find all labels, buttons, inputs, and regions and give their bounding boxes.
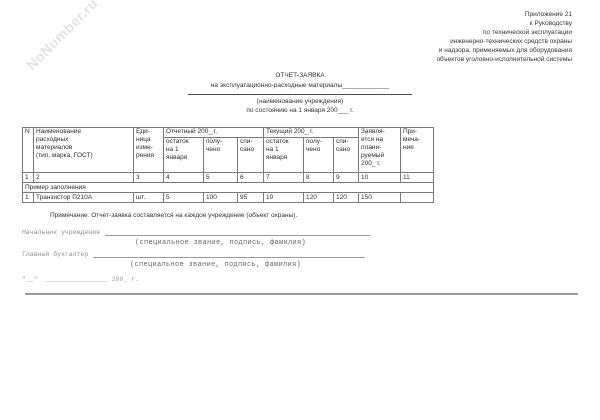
cell-current-balance: 10 bbox=[263, 192, 304, 203]
cell-material-name: Транзистор П210А bbox=[33, 192, 134, 203]
example-section-label: Пример заполнения bbox=[22, 182, 434, 193]
date-placeholder-line: "__" ________________ 200_ г. bbox=[22, 276, 140, 283]
column-numbers-row: 1 2 3 4 5 6 7 8 9 10 11 bbox=[22, 172, 434, 183]
doc-title: ОТЧЕТ-ЗАЯВКА bbox=[275, 72, 325, 79]
col-header-balance: остаток на 1 января bbox=[263, 137, 304, 173]
appendix-line: объектов уголовно-исполнительной системы bbox=[436, 56, 572, 63]
column-number: 10 bbox=[358, 172, 401, 183]
column-number: 5 bbox=[203, 172, 238, 183]
col-header-n: N bbox=[22, 127, 34, 173]
watermark: NoNumber.ru bbox=[23, 0, 101, 73]
appendix-line: к Руководству bbox=[529, 20, 572, 27]
cell-note bbox=[400, 192, 434, 203]
column-number: 3 bbox=[133, 172, 164, 183]
director-signature-row: Начальник учреждения bbox=[22, 229, 370, 236]
org-name-line bbox=[188, 94, 412, 95]
col-header-current-year: Текущий 200_ г. bbox=[263, 127, 359, 138]
director-signature-caption: (специальное звание, подпись, фамилия) bbox=[135, 239, 307, 247]
col-header-report-year: Отчетный 200_ г. bbox=[163, 127, 264, 138]
col-header-written-off: спи- сано bbox=[333, 137, 359, 173]
page-divider bbox=[25, 293, 578, 295]
cell-row-number: 1 bbox=[22, 192, 34, 203]
table-row: 1 Транзистор П210А шт. 5 100 95 10 120 1… bbox=[22, 192, 434, 203]
doc-subtitle: на эксплуатационно-расходные материалы__… bbox=[210, 82, 390, 89]
materials-table: N Наименование расходных материалов (тип… bbox=[22, 127, 434, 203]
appendix-line: инженерно-технических средств охраны bbox=[450, 38, 572, 45]
director-signature-label: Начальник учреждения bbox=[22, 229, 101, 236]
appendix-line: и надзора, применяемых для оборудования bbox=[438, 47, 572, 54]
cell-report-balance: 5 bbox=[163, 192, 204, 203]
note-line: Примечание. Отчет-заявка составляется на… bbox=[50, 212, 298, 219]
accountant-signature-blank bbox=[93, 251, 365, 258]
col-header-received: полу- чено bbox=[303, 137, 334, 173]
col-header-balance: остаток на 1 января bbox=[163, 137, 204, 173]
appendix-line: Приложение 21 bbox=[524, 11, 572, 18]
col-header-written-off: спи- сано bbox=[237, 137, 264, 173]
cell-current-received: 120 bbox=[303, 192, 334, 203]
cell-report-received: 100 bbox=[203, 192, 238, 203]
column-number: 6 bbox=[237, 172, 264, 183]
cell-unit: шт. bbox=[133, 192, 164, 203]
column-number: 8 bbox=[303, 172, 334, 183]
column-number: 4 bbox=[163, 172, 204, 183]
cell-current-written-off: 120 bbox=[333, 192, 359, 203]
column-number: 2 bbox=[33, 172, 134, 183]
col-header-unit: Еди- ница изме- рения bbox=[133, 127, 164, 173]
accountant-signature-label: Главный бухгалтер bbox=[22, 251, 89, 258]
cell-report-written-off: 95 bbox=[237, 192, 264, 203]
column-number: 1 bbox=[22, 172, 34, 183]
appendix-line: по технической эксплуатации bbox=[483, 29, 572, 36]
col-header-received: полу- чено bbox=[203, 137, 238, 173]
cell-requested: 150 bbox=[358, 192, 401, 203]
as-of-date-line: по состоянию на 1 января 200___ г. bbox=[246, 107, 354, 114]
title-block: ОТЧЕТ-ЗАЯВКА на эксплуатационно-расходны… bbox=[90, 71, 510, 115]
col-header-requested: Заявля- ется на плани- руемый 200_ г. bbox=[358, 127, 401, 173]
column-number: 7 bbox=[263, 172, 304, 183]
accountant-signature-caption: (специальное звание, подпись, фамилия) bbox=[130, 261, 302, 269]
director-signature-blank bbox=[105, 229, 370, 236]
org-name-caption: (наименование учреждения) bbox=[256, 98, 344, 105]
accountant-signature-row: Главный бухгалтер bbox=[22, 251, 365, 258]
column-number: 9 bbox=[333, 172, 359, 183]
column-number: 11 bbox=[400, 172, 434, 183]
col-header-name: Наименование расходных материалов (тип, … bbox=[33, 127, 134, 173]
col-header-note: При- меча- ние bbox=[400, 127, 434, 173]
appendix-header: Приложение 21 к Руководству по техническ… bbox=[436, 10, 572, 64]
